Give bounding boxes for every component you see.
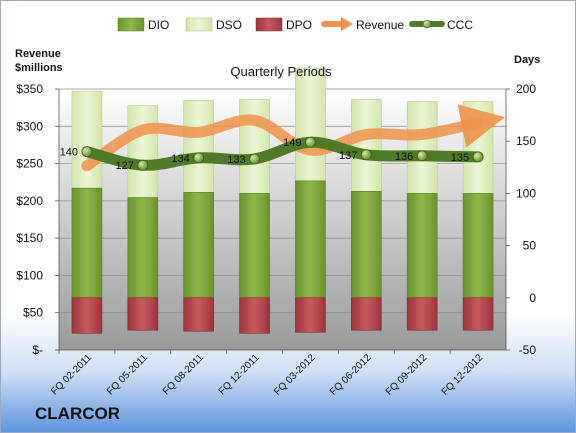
right-tick-label: -50 [519, 343, 537, 357]
x-tick-label: FQ 06-2012 [328, 352, 374, 398]
ccc-data-label: 135 [451, 152, 469, 164]
bar-dso [462, 101, 494, 194]
right-tick-label: 150 [516, 134, 536, 148]
ccc-point [193, 152, 205, 164]
bar-dpo [239, 297, 270, 334]
x-tick-label: FQ 05-2011 [105, 352, 150, 397]
legend-swatch-dio [117, 17, 145, 32]
x-tick-label: FQ 09-2012 [384, 352, 430, 398]
ccc-point [249, 153, 260, 165]
legend-label-dpo: DPO [286, 18, 312, 32]
left-tick-label: $250 [16, 157, 43, 171]
bar-dio [351, 191, 382, 299]
legend-swatch-dso [185, 17, 213, 32]
bar-dso [406, 101, 438, 194]
bar-dpo [406, 297, 438, 331]
ccc-data-label: 136 [395, 151, 413, 163]
right-tick-label: 100 [516, 186, 536, 200]
bar-dso [295, 67, 326, 182]
legend-label-ccc: CCC [447, 18, 473, 32]
chart-title: Quarterly Periods [230, 64, 332, 79]
legend-label-dso: DSO [216, 18, 242, 32]
ccc-point [416, 150, 428, 162]
left-tick-label: $100 [16, 268, 43, 282]
left-axis-title-line-2: $millions [15, 62, 63, 74]
legend-swatch-ccc-marker [422, 19, 432, 29]
bar-dio [183, 192, 214, 299]
legend: DIO DSO DPO Revenue CCC [117, 17, 473, 32]
ccc-data-label: 149 [283, 137, 301, 149]
bar-dio [239, 193, 270, 299]
company-name: CLARCOR [35, 404, 120, 423]
x-tick-label: FQ 03-2012 [272, 352, 318, 398]
legend-label-revenue: Revenue [356, 18, 404, 32]
ccc-data-label: 140 [60, 147, 78, 159]
bar-dso [351, 99, 382, 192]
left-axis-title-line-1: Revenue [15, 48, 61, 60]
ccc-point [305, 136, 316, 148]
left-tick-label: $200 [16, 194, 43, 208]
ccc-data-label: 133 [227, 154, 245, 166]
right-tick-label: 0 [529, 291, 536, 305]
line-series [81, 104, 506, 172]
ccc-point [137, 159, 149, 171]
ccc-data-label: 137 [339, 150, 357, 162]
bar-dso [183, 100, 214, 193]
bar-dpo [462, 297, 494, 331]
legend-swatch-revenue-arrow [341, 17, 353, 31]
ccc-point [360, 149, 372, 161]
bar-dio [295, 180, 326, 299]
bar-dio [406, 193, 438, 299]
left-tick-label: $- [32, 343, 43, 357]
right-tick-label: 50 [523, 239, 537, 253]
bar-dio [71, 187, 103, 299]
ccc-point [81, 146, 93, 158]
ccc-data-label: 127 [115, 160, 133, 172]
data-labels: 140 127 134 133 149 137 136 135 [60, 137, 469, 172]
right-axis-title: Days [514, 54, 540, 66]
bar-dso [239, 99, 270, 194]
bar-dpo [127, 297, 159, 331]
ccc-point [472, 151, 484, 163]
x-tick-label: FQ 12-2012 [440, 352, 486, 398]
x-tick-label: FQ 02-2011 [49, 352, 94, 397]
x-tick-label: FQ 08-2011 [161, 352, 206, 397]
bar-dpo [183, 297, 214, 332]
left-tick-label: $300 [16, 119, 43, 133]
bar-dso [71, 90, 103, 189]
bar-dio [127, 197, 159, 299]
bar-dpo [295, 297, 326, 333]
bar-dso [127, 105, 159, 198]
ccc-data-label: 134 [171, 153, 189, 165]
bar-dio [462, 193, 494, 299]
left-tick-label: $50 [23, 306, 43, 320]
right-tick-label: 200 [516, 82, 536, 96]
x-tick-label: FQ 12-2011 [217, 352, 262, 397]
legend-swatch-dpo [255, 17, 283, 32]
bar-dpo [351, 297, 382, 331]
left-tick-label: $350 [16, 82, 43, 96]
left-tick-label: $150 [16, 231, 43, 245]
revenue-line [81, 104, 506, 172]
legend-label-dio: DIO [148, 18, 169, 32]
bar-dpo [71, 297, 103, 334]
